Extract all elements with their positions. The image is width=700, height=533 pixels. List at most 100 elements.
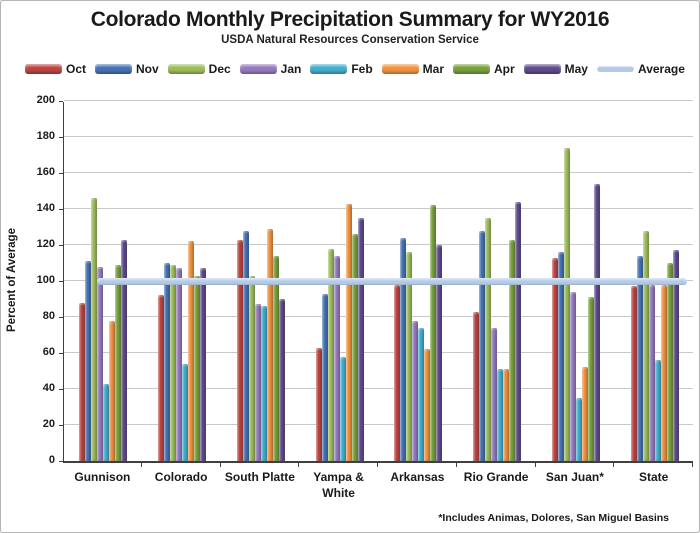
bar-may-2 <box>278 299 285 461</box>
y-tick-label-200: 200 <box>36 94 55 106</box>
y-tick-label-180: 180 <box>36 130 55 142</box>
bar-jan-3 <box>333 255 340 461</box>
x-label-0: Gunnison <box>74 470 131 484</box>
bar-dec-5 <box>485 218 492 461</box>
legend-label: Average <box>637 62 685 76</box>
bar-may-6 <box>593 183 600 461</box>
bar-feb-5 <box>497 369 504 461</box>
gridline-140 <box>64 208 693 209</box>
bar-may-7 <box>672 250 679 461</box>
x-tick-mark <box>298 463 300 467</box>
chart-legend: Oct Nov Dec Jan Feb Mar Apr May Average <box>25 59 685 79</box>
x-tick-mark <box>534 463 536 467</box>
bar-group-4 <box>379 205 458 461</box>
y-tick-mark <box>59 137 63 138</box>
x-label-6: San Juan* <box>545 470 604 484</box>
bar-group-7 <box>615 230 694 461</box>
bar-jan-7 <box>648 284 655 461</box>
bar-feb-3 <box>339 356 346 461</box>
legend-item-apr: Apr <box>452 62 515 76</box>
y-tick-mark <box>59 317 63 318</box>
average-line <box>97 278 687 285</box>
bar-group-1 <box>143 241 222 461</box>
series-swatch-feb <box>310 64 348 74</box>
legend-label: Oct <box>66 62 87 76</box>
series-swatch-may <box>523 64 561 74</box>
series-swatch-nov <box>95 64 132 74</box>
bar-dec-7 <box>642 230 649 461</box>
x-label-3: Yampa & White <box>313 470 364 500</box>
bar-oct-6 <box>551 257 558 461</box>
bar-feb-7 <box>654 360 661 461</box>
bar-oct-2 <box>236 239 243 461</box>
bar-feb-0 <box>103 383 110 461</box>
bar-oct-0 <box>79 302 86 461</box>
y-tick-mark <box>59 281 63 282</box>
bar-nov-1 <box>164 263 171 461</box>
y-tick-mark <box>59 245 63 246</box>
bar-oct-1 <box>158 295 165 461</box>
series-swatch-mar <box>381 64 419 74</box>
bar-mar-7 <box>660 284 667 461</box>
bar-feb-6 <box>575 398 582 461</box>
y-tick-label-0: 0 <box>48 454 55 466</box>
y-tick-mark <box>59 209 63 210</box>
bar-jan-4 <box>412 320 419 461</box>
bar-nov-7 <box>636 255 643 461</box>
gridline-200 <box>64 100 693 101</box>
series-swatch-jan <box>239 64 277 74</box>
series-swatch-oct <box>25 64 62 74</box>
bar-mar-0 <box>109 320 116 461</box>
x-tick-mark <box>219 463 221 467</box>
bar-dec-6 <box>563 147 570 461</box>
x-label-2: South Platte <box>224 470 295 484</box>
bar-nov-3 <box>321 293 328 461</box>
bar-jan-2 <box>254 304 261 461</box>
legend-item-oct: Oct <box>25 62 86 76</box>
bar-jan-1 <box>176 268 183 461</box>
bar-jan-5 <box>491 327 498 461</box>
legend-item-average: Average <box>596 62 685 76</box>
bar-mar-6 <box>581 367 588 461</box>
legend-item-dec: Dec <box>167 62 231 76</box>
y-tick-label-40: 40 <box>42 382 55 394</box>
legend-item-nov: Nov <box>95 62 159 76</box>
y-tick-mark <box>59 353 63 354</box>
chart-footnote: *Includes Animas, Dolores, San Miguel Ba… <box>438 512 669 524</box>
bar-apr-6 <box>587 297 594 461</box>
average-line-swatch <box>596 66 634 72</box>
bar-may-4 <box>436 245 443 461</box>
legend-label: Feb <box>351 62 373 76</box>
bar-group-5 <box>458 201 537 461</box>
bar-apr-0 <box>115 264 122 461</box>
x-tick-mark <box>377 463 378 467</box>
gridline-180 <box>64 136 693 137</box>
bar-apr-3 <box>351 234 358 461</box>
bar-apr-2 <box>272 255 279 461</box>
x-tick-mark <box>692 463 693 467</box>
bar-feb-2 <box>260 306 267 461</box>
bar-group-6 <box>537 147 616 461</box>
bar-nov-2 <box>242 230 249 461</box>
bar-oct-7 <box>630 286 637 461</box>
bar-mar-4 <box>424 349 431 461</box>
x-label-7: State <box>638 470 669 484</box>
gridline-120 <box>64 244 693 245</box>
bar-group-3 <box>300 203 379 461</box>
bar-oct-5 <box>473 311 480 461</box>
gridline-60 <box>64 352 693 353</box>
x-tick-mark <box>140 463 142 467</box>
series-swatch-apr <box>452 64 490 74</box>
bar-may-5 <box>515 201 522 461</box>
legend-label: Jan <box>280 62 302 76</box>
x-label-1: Colorado <box>154 470 208 484</box>
bar-dec-3 <box>327 248 334 461</box>
x-tick-mark <box>613 463 615 467</box>
x-label-5: Rio Grande <box>463 470 529 484</box>
plot-area <box>63 100 694 463</box>
bar-nov-0 <box>85 261 92 461</box>
bar-may-3 <box>357 218 364 461</box>
bar-group-0 <box>64 198 143 461</box>
x-label-4: Arkansas <box>390 470 445 484</box>
